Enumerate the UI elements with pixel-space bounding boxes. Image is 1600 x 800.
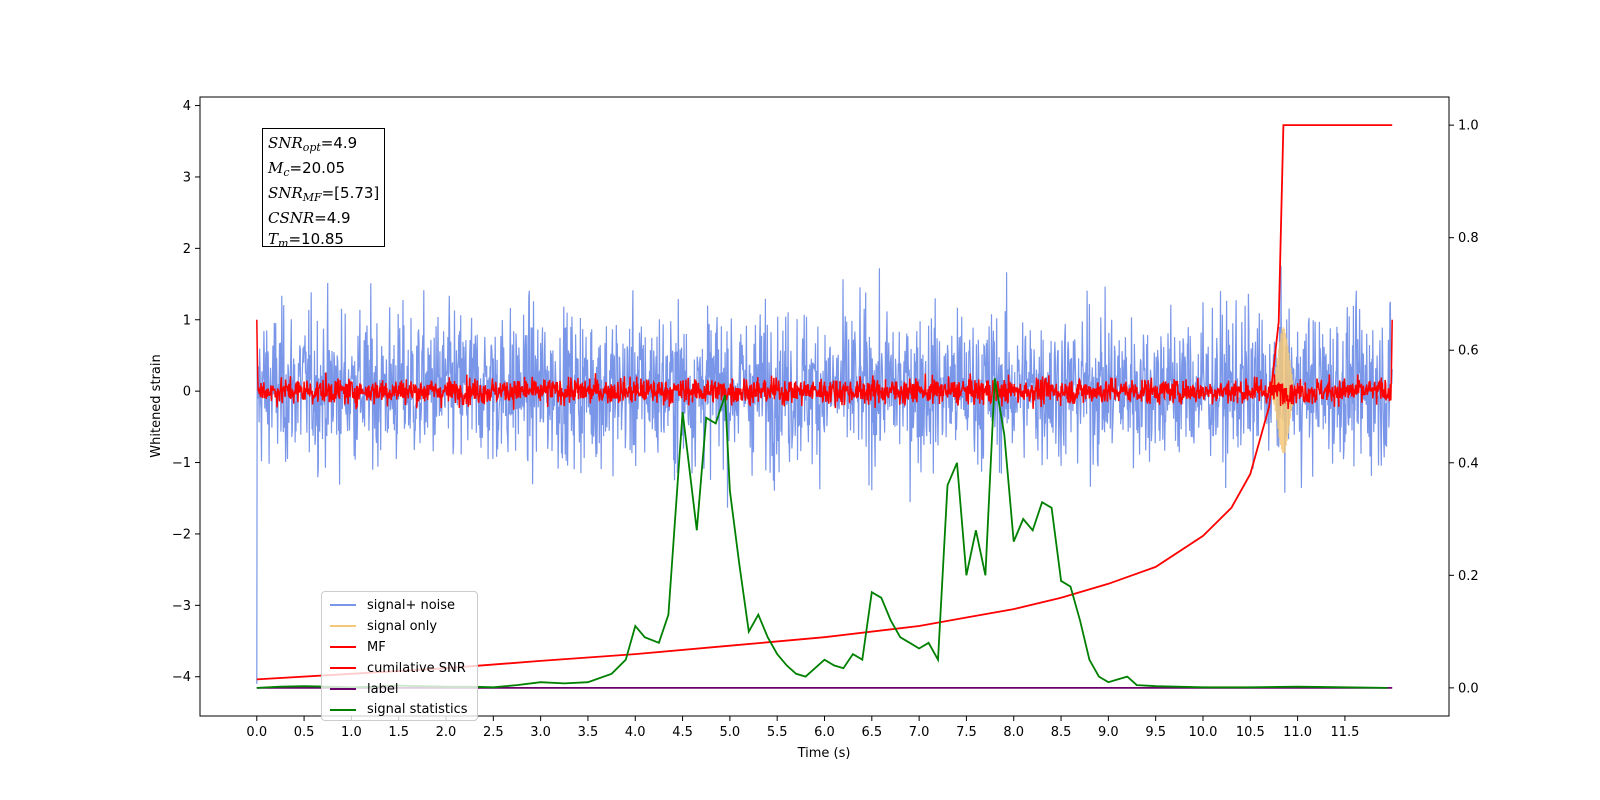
- x-tick-label: 5.5: [767, 725, 788, 740]
- y2-tick-label: 0.8: [1458, 231, 1479, 246]
- legend-swatch: [330, 667, 356, 670]
- x-tick-label: 4.5: [672, 725, 693, 740]
- x-tick-label: 0.0: [246, 725, 267, 740]
- legend-swatch: [330, 646, 356, 649]
- x-tick-label: 2.5: [483, 725, 504, 740]
- legend-item-mf: MF: [330, 637, 477, 658]
- x-tick-label: 9.5: [1145, 725, 1166, 740]
- y-tick-label: −4: [172, 670, 191, 685]
- y-tick-label: 4: [183, 99, 191, 114]
- x-tick-label: 8.5: [1051, 725, 1072, 740]
- y-axis-right: 1.0 0.8 0.6 0.4 0.2 0.0: [1449, 119, 1479, 696]
- x-tick-label: 10.5: [1236, 725, 1265, 740]
- x-tick-label: 4.0: [625, 725, 646, 740]
- y2-tick-label: 0.2: [1458, 569, 1479, 584]
- y2-tick-label: 1.0: [1458, 119, 1479, 134]
- info-box: SNRopt=4.9 Mc=20.05 SNRMF=[5.73] CSNR=4.…: [262, 128, 385, 250]
- legend-item-label: label: [330, 679, 477, 700]
- series-cumulative-snr: [256, 124, 1393, 681]
- x-tick-label: 0.5: [294, 725, 315, 740]
- y-tick-label: −3: [172, 599, 191, 614]
- x-tick-label: 10.0: [1189, 725, 1218, 740]
- legend-label: cumilative SNR: [367, 660, 466, 676]
- legend-item-cumulative-snr: cumilative SNR: [330, 658, 477, 679]
- y-axis-left: 4 3 2 1 0 −1 −2 −3 −4: [172, 99, 200, 685]
- info-snr-opt: SNRopt=4.9: [268, 134, 358, 154]
- y-tick-label: 3: [183, 170, 191, 185]
- x-tick-label: 2.0: [436, 725, 457, 740]
- info-csnr: CSNR=4.9: [268, 209, 351, 227]
- legend-label: label: [367, 681, 399, 697]
- legend-swatch: [330, 625, 356, 628]
- x-tick-label: 1.5: [388, 725, 409, 740]
- x-tick-label: 9.0: [1098, 725, 1119, 740]
- x-tick-label: 11.5: [1330, 725, 1359, 740]
- series-mf: [256, 319, 1393, 410]
- legend-label: signal only: [367, 618, 438, 634]
- series-signal-noise: [256, 265, 1393, 684]
- legend-label: signal+ noise: [367, 597, 456, 613]
- legend-swatch: [330, 604, 356, 607]
- x-tick-label: 11.0: [1283, 725, 1312, 740]
- x-axis-label: Time (s): [797, 746, 851, 761]
- y-tick-label: −2: [172, 527, 191, 542]
- x-tick-label: 8.0: [1003, 725, 1024, 740]
- legend: signal+ noise signal only MF cumilative …: [321, 591, 478, 721]
- y-tick-label: −1: [172, 456, 191, 471]
- legend-swatch: [330, 708, 356, 711]
- y2-tick-label: 0.6: [1458, 344, 1479, 359]
- info-tm: Tm=10.85: [268, 230, 344, 250]
- y2-tick-label: 0.0: [1458, 681, 1479, 696]
- x-tick-label: 5.0: [720, 725, 741, 740]
- legend-item-signal-noise: signal+ noise: [330, 595, 477, 616]
- x-tick-label: 1.0: [341, 725, 362, 740]
- x-tick-label: 3.0: [530, 725, 551, 740]
- y-tick-label: 0: [183, 385, 191, 400]
- y-axis-label: Whitened strain: [149, 354, 164, 457]
- y2-tick-label: 0.4: [1458, 456, 1479, 471]
- x-axis: 0.0 0.5 1.0 1.5 2.0 2.5 3.0 3.5 4.0 4.5 5.0 5.5 6.0 6…: [246, 716, 1359, 740]
- info-mc: Mc=20.05: [268, 159, 346, 179]
- series-signal-statistics: [256, 378, 1388, 689]
- legend-label: signal statistics: [367, 702, 468, 718]
- x-tick-label: 7.0: [909, 725, 930, 740]
- y-tick-label: 2: [183, 242, 191, 257]
- info-snr-mf: SNRMF=[5.73]: [268, 184, 380, 204]
- x-tick-label: 3.5: [578, 725, 599, 740]
- legend-item-signal-statistics: signal statistics: [330, 699, 477, 720]
- x-tick-label: 6.0: [814, 725, 835, 740]
- x-tick-label: 6.5: [861, 725, 882, 740]
- legend-swatch: [330, 688, 356, 690]
- legend-item-signal-only: signal only: [330, 616, 477, 637]
- y-tick-label: 1: [183, 313, 191, 328]
- legend-label: MF: [367, 639, 386, 655]
- x-tick-label: 7.5: [956, 725, 977, 740]
